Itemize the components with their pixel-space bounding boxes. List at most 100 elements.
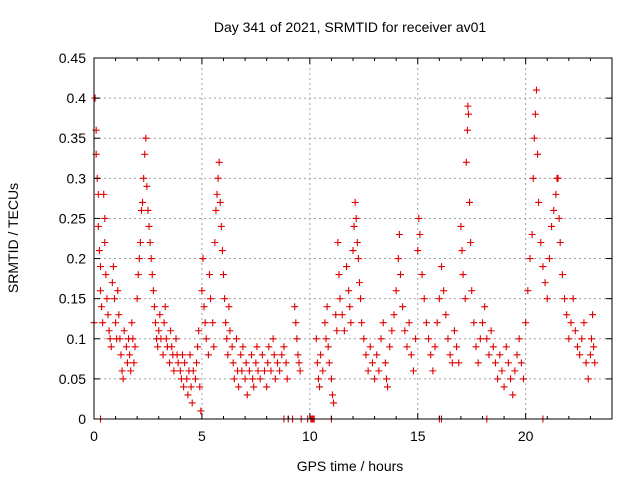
data-point bbox=[96, 263, 104, 271]
data-point bbox=[180, 383, 188, 391]
data-point bbox=[102, 271, 110, 279]
y-tick-label: 0.1 bbox=[67, 331, 87, 347]
data-point bbox=[108, 279, 116, 287]
data-point bbox=[150, 303, 158, 311]
x-tick-label: 15 bbox=[410, 428, 426, 444]
data-point bbox=[412, 335, 420, 343]
y-tick-label: 0.35 bbox=[59, 130, 86, 146]
data-point bbox=[189, 367, 197, 375]
data-point bbox=[129, 335, 137, 343]
data-point bbox=[479, 319, 486, 327]
data-point bbox=[481, 303, 489, 311]
data-point bbox=[416, 230, 424, 238]
data-point bbox=[407, 351, 415, 359]
data-point bbox=[229, 359, 237, 367]
data-point bbox=[294, 351, 302, 359]
data-point bbox=[265, 343, 273, 351]
data-point bbox=[539, 263, 547, 271]
data-point bbox=[358, 319, 366, 327]
data-point bbox=[371, 375, 379, 383]
data-point bbox=[448, 359, 456, 367]
data-point bbox=[446, 351, 454, 359]
data-point bbox=[386, 343, 394, 351]
data-point bbox=[324, 343, 332, 351]
data-point bbox=[201, 319, 209, 327]
data-point bbox=[248, 351, 256, 359]
data-point bbox=[347, 319, 355, 327]
data-point bbox=[535, 198, 543, 206]
data-point bbox=[215, 158, 223, 166]
data-point bbox=[504, 359, 512, 367]
data-point bbox=[186, 351, 194, 359]
data-point bbox=[198, 287, 206, 295]
data-point bbox=[470, 319, 478, 327]
data-point bbox=[330, 399, 338, 407]
data-point bbox=[228, 343, 236, 351]
data-point bbox=[541, 279, 549, 287]
data-point bbox=[556, 239, 564, 247]
data-point bbox=[442, 311, 450, 319]
data-point bbox=[444, 335, 452, 343]
data-point bbox=[327, 375, 335, 383]
data-point bbox=[141, 150, 149, 158]
data-point bbox=[101, 214, 109, 222]
data-point bbox=[548, 222, 556, 230]
data-point bbox=[181, 359, 189, 367]
data-point bbox=[390, 311, 398, 319]
data-point bbox=[104, 311, 112, 319]
data-point bbox=[282, 359, 290, 367]
data-point bbox=[193, 359, 201, 367]
data-point bbox=[529, 174, 537, 182]
data-point bbox=[563, 311, 571, 319]
data-point bbox=[524, 287, 532, 295]
data-point bbox=[98, 303, 106, 311]
data-point bbox=[316, 383, 324, 391]
data-point bbox=[565, 335, 573, 343]
data-point bbox=[152, 319, 160, 327]
data-point bbox=[252, 359, 260, 367]
data-point bbox=[271, 375, 279, 383]
data-point bbox=[237, 351, 245, 359]
data-point bbox=[200, 303, 208, 311]
data-point bbox=[107, 343, 115, 351]
data-point bbox=[591, 359, 599, 367]
data-point bbox=[392, 287, 400, 295]
y-tick-label: 0.25 bbox=[59, 210, 86, 226]
data-point bbox=[453, 343, 461, 351]
data-point bbox=[322, 335, 330, 343]
data-point bbox=[373, 351, 381, 359]
data-point bbox=[405, 319, 413, 327]
data-point bbox=[143, 182, 151, 190]
data-point bbox=[254, 367, 262, 375]
data-point bbox=[561, 295, 569, 303]
data-point bbox=[145, 222, 153, 230]
data-point bbox=[463, 126, 471, 134]
data-point bbox=[414, 247, 422, 255]
data-point bbox=[256, 375, 264, 383]
data-point bbox=[253, 343, 261, 351]
data-point bbox=[468, 287, 476, 295]
data-point bbox=[172, 335, 180, 343]
data-point bbox=[273, 359, 281, 367]
data-point bbox=[112, 319, 120, 327]
data-point bbox=[340, 327, 348, 335]
data-point bbox=[483, 335, 491, 343]
data-point bbox=[319, 367, 327, 375]
data-point bbox=[399, 303, 407, 311]
data-point bbox=[111, 295, 119, 303]
data-point bbox=[313, 359, 321, 367]
data-point bbox=[379, 319, 387, 327]
data-point bbox=[531, 110, 539, 118]
data-point bbox=[241, 375, 249, 383]
data-point bbox=[103, 295, 111, 303]
data-point bbox=[485, 351, 493, 359]
data-point bbox=[345, 287, 353, 295]
data-point bbox=[101, 239, 109, 247]
data-point bbox=[328, 391, 336, 399]
data-point bbox=[94, 222, 102, 230]
data-point bbox=[128, 319, 136, 327]
data-point bbox=[99, 319, 107, 327]
data-point bbox=[209, 319, 217, 327]
data-point bbox=[474, 359, 482, 367]
data-point bbox=[245, 367, 253, 375]
